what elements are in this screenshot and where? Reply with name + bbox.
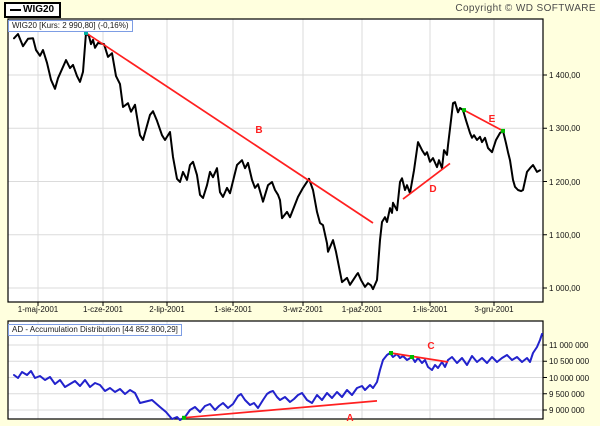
ad-y-tick-label: 11 000 000: [549, 341, 589, 350]
ad-y-tick-label: 9 000 000: [549, 406, 585, 415]
main-x-tick-label: 2-lip-2001: [149, 305, 185, 314]
main-y-tick-label: 1 000,00: [549, 284, 581, 293]
ad-y-tick-label: 10 000 000: [549, 373, 590, 383]
main-y-tick-label: 1 100,00: [549, 230, 581, 240]
trendline-label-B: B: [255, 125, 262, 136]
series-legend-label: WIG20: [23, 4, 55, 15]
main-x-tick-label: 1-sie-2001: [214, 305, 252, 314]
trendline-label-D: D: [429, 184, 436, 195]
main-y-tick-label: 1 400,00: [549, 71, 581, 80]
ad-plot-background[interactable]: [8, 321, 543, 419]
main-x-tick-label: 1-cze-2001: [82, 305, 124, 314]
ad-trendline-anchor-marker[interactable]: [410, 355, 414, 359]
main-trendline-anchor-marker[interactable]: [84, 30, 88, 35]
main-plot-background[interactable]: [8, 19, 543, 302]
series-legend[interactable]: WIG20: [4, 2, 62, 18]
trendline-label-E: E: [489, 114, 496, 125]
ad-plot-border: [7, 320, 544, 420]
main-plot-border: [7, 18, 544, 303]
copyright-text: Copyright © WD SOFTWARE: [455, 3, 596, 14]
main-y-tick-label: 1 200,00: [549, 177, 581, 187]
main-x-tick-label: 1-lis-2001: [412, 305, 448, 314]
trendline-label-A: A: [346, 413, 353, 424]
main-panel-info-box: WIG20 [Kurs: 2 990,80] (-0,16%): [8, 20, 133, 32]
ad-panel-info-box: AD - Accumulation Distribution [44 852 8…: [8, 324, 182, 336]
trendline-D[interactable]: [402, 162, 451, 200]
trendline-E[interactable]: [463, 109, 504, 132]
main-x-tick-label: 3-wrz-2001: [282, 305, 323, 314]
trendline-C[interactable]: [390, 352, 449, 363]
trendline-B[interactable]: [85, 32, 374, 224]
main-x-tick-label: 1-maj-2001: [17, 305, 59, 314]
ad-series-line[interactable]: [13, 333, 543, 421]
ad-y-tick-label: 10 500 000: [549, 357, 590, 367]
ad-trendline-anchor-marker[interactable]: [389, 351, 393, 355]
series-line-swatch-icon: [10, 9, 21, 11]
ad-trendline-anchor-marker[interactable]: [182, 415, 186, 420]
trendline-A[interactable]: [182, 400, 378, 419]
ad-y-tick-label: 9 500 000: [549, 389, 585, 399]
main-trendline-anchor-marker[interactable]: [501, 128, 505, 133]
main-y-tick-label: 1 300,00: [549, 124, 581, 134]
trendline-label-C: C: [427, 341, 434, 352]
main-x-tick-label: 1-paź-2001: [341, 305, 383, 314]
main-x-tick-label: 3-gru-2001: [474, 305, 514, 314]
main-trendline-anchor-marker[interactable]: [462, 108, 466, 113]
